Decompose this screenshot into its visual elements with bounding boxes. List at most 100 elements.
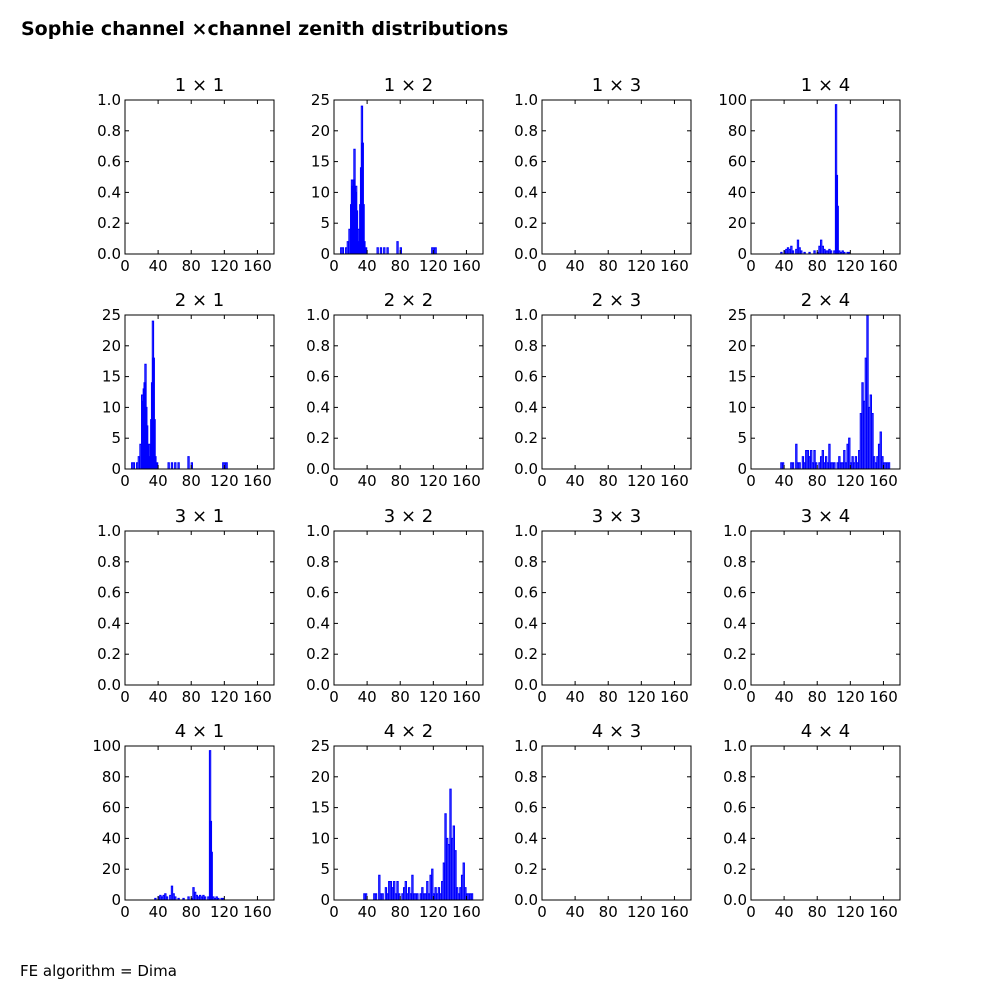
axes-frame — [750, 99, 901, 255]
y-tick-label: 0.6 — [723, 584, 747, 602]
y-tick-label: 0 — [111, 891, 121, 909]
x-tick-label: 0 — [746, 257, 756, 275]
x-tick-label: 80 — [808, 472, 827, 490]
axes-frame — [541, 99, 692, 255]
x-tick-label: 0 — [537, 688, 547, 706]
y-tick-label: 0.8 — [306, 553, 330, 571]
y-tick-label: 0 — [737, 460, 747, 478]
panel-title: 2 × 2 — [384, 290, 433, 311]
panel-4-1: 4 × 1 0 40 80 120 160 0 20 40 60 80 100 — [92, 721, 275, 921]
y-tick-label: 20 — [728, 214, 747, 232]
panel-3-3: 3 × 3 0 40 80 120 160 0.0 0.2 0.4 0.6 0.8 1.0 — [514, 506, 692, 706]
panel-title: 3 × 3 — [592, 506, 641, 527]
panel-title: 4 × 1 — [175, 721, 224, 742]
y-tick-label: 0.0 — [723, 676, 747, 694]
panel-title: 3 × 4 — [801, 506, 850, 527]
x-tick-label: 40 — [149, 472, 168, 490]
y-tick-label: 0.8 — [723, 553, 747, 571]
x-tick-label: 40 — [149, 257, 168, 275]
y-tick-label: 0.8 — [723, 768, 747, 786]
y-tick-label: 1.0 — [514, 522, 538, 540]
panel-2-1: 2 × 1 0 40 80 120 160 0 5 10 15 20 25 — [102, 290, 275, 490]
x-tick-label: 80 — [182, 903, 201, 921]
y-tick-label: 1.0 — [514, 91, 538, 109]
y-tick-label: 0.4 — [514, 183, 538, 201]
x-tick-label: 80 — [182, 257, 201, 275]
y-tick-label: 0.0 — [306, 460, 330, 478]
y-tick-label: 0 — [111, 460, 121, 478]
x-tick-label: 0 — [329, 903, 339, 921]
x-tick-label: 80 — [599, 257, 618, 275]
x-tick-label: 160 — [660, 472, 689, 490]
x-tick-label: 160 — [660, 688, 689, 706]
y-tick-label: 1.0 — [514, 737, 538, 755]
axes-frame — [333, 745, 484, 901]
y-tick-label: 0.2 — [514, 429, 538, 447]
y-tick-label: 0.4 — [723, 829, 747, 847]
axes-frame — [541, 745, 692, 901]
y-tick-label: 25 — [728, 306, 747, 324]
x-tick-label: 0 — [120, 472, 130, 490]
y-tick-label: 20 — [311, 122, 330, 140]
y-tick-label: 0.0 — [514, 891, 538, 909]
panel-title: 2 × 3 — [592, 290, 641, 311]
x-tick-label: 120 — [627, 903, 656, 921]
x-tick-label: 40 — [358, 903, 377, 921]
y-tick-label: 0.8 — [306, 337, 330, 355]
y-tick-label: 10 — [102, 398, 121, 416]
x-tick-label: 120 — [419, 903, 448, 921]
y-tick-label: 0.4 — [97, 614, 121, 632]
y-tick-label: 0.4 — [514, 398, 538, 416]
x-tick-label: 120 — [627, 257, 656, 275]
x-tick-label: 0 — [746, 903, 756, 921]
panel-3-1: 3 × 1 0 40 80 120 160 0.0 0.2 0.4 0.6 0.8 1.0 — [97, 506, 275, 706]
x-tick-label: 40 — [149, 688, 168, 706]
y-tick-label: 0.2 — [306, 429, 330, 447]
y-tick-label: 0.6 — [514, 584, 538, 602]
x-tick-label: 120 — [419, 472, 448, 490]
y-tick-label: 40 — [728, 183, 747, 201]
y-tick-label: 0.2 — [306, 645, 330, 663]
axes-frame — [541, 530, 692, 686]
x-tick-label: 40 — [358, 257, 377, 275]
y-tick-label: 15 — [311, 153, 330, 171]
panel-2-3: 2 × 3 0 40 80 120 160 0.0 0.2 0.4 0.6 0.8 1.0 — [514, 290, 692, 490]
y-tick-label: 0.6 — [306, 584, 330, 602]
x-tick-label: 120 — [419, 688, 448, 706]
axes-frame — [124, 99, 275, 255]
x-tick-label: 160 — [869, 472, 898, 490]
panel-1-3: 1 × 3 0 40 80 120 160 0.0 0.2 0.4 0.6 0.8 1.0 — [514, 75, 692, 275]
x-tick-label: 0 — [537, 903, 547, 921]
axes-frame — [333, 530, 484, 686]
x-tick-label: 80 — [391, 257, 410, 275]
x-tick-label: 40 — [566, 472, 585, 490]
x-tick-label: 120 — [836, 903, 865, 921]
x-tick-label: 0 — [329, 472, 339, 490]
panel-4-2: 4 × 2 0 40 80 120 160 0 5 10 15 20 25 — [311, 721, 484, 921]
histogram-series — [751, 104, 900, 255]
x-tick-label: 160 — [243, 903, 272, 921]
panel-1-1: 1 × 1 0 40 80 120 160 0.0 0.2 0.4 0.6 0.8 1.0 — [97, 75, 275, 275]
y-tick-label: 40 — [102, 829, 121, 847]
x-tick-label: 160 — [660, 257, 689, 275]
x-tick-label: 120 — [836, 257, 865, 275]
y-tick-label: 0.4 — [97, 183, 121, 201]
y-tick-label: 20 — [102, 337, 121, 355]
y-tick-label: 0.0 — [514, 245, 538, 263]
x-tick-label: 80 — [391, 688, 410, 706]
histogram-series — [334, 788, 483, 901]
axes-frame — [124, 530, 275, 686]
x-tick-label: 160 — [452, 257, 481, 275]
y-tick-label: 0.8 — [97, 553, 121, 571]
x-tick-label: 80 — [808, 903, 827, 921]
x-tick-label: 0 — [329, 688, 339, 706]
y-tick-label: 1.0 — [306, 306, 330, 324]
y-tick-label: 0.4 — [514, 614, 538, 632]
x-tick-label: 80 — [182, 472, 201, 490]
axes-frame — [750, 314, 901, 470]
y-tick-label: 0.0 — [97, 245, 121, 263]
y-tick-label: 5 — [737, 429, 747, 447]
y-tick-label: 15 — [102, 368, 121, 386]
x-tick-label: 0 — [537, 257, 547, 275]
